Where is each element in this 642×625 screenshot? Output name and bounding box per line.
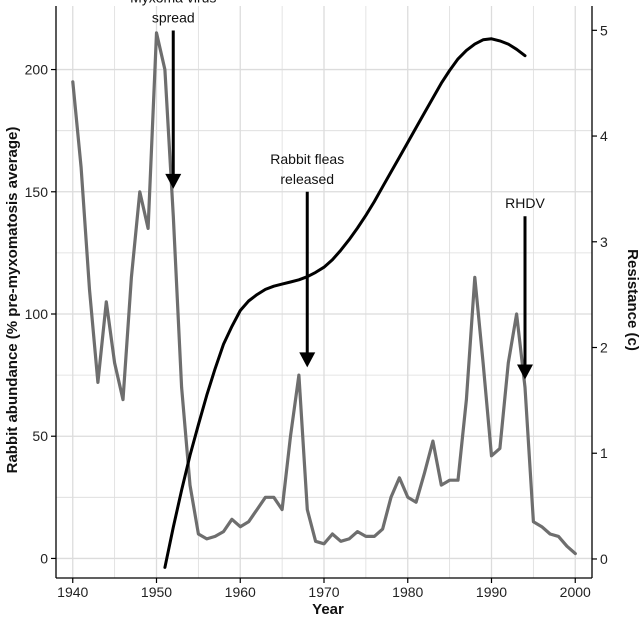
annotation: RHDV: [505, 195, 545, 380]
x-axis-title: Year: [312, 601, 344, 618]
y2-tick-label: 5: [600, 22, 608, 38]
y-tick-label: 100: [25, 306, 49, 322]
abundance-series-line: [71, 31, 577, 556]
series-layer: [71, 31, 577, 569]
annotation-label: Myxoma virus: [130, 0, 216, 5]
annotation: Myxoma virus spread: [130, 0, 216, 189]
y2-tick-label: 3: [600, 234, 608, 250]
y-tick-label: 50: [32, 428, 48, 444]
x-tick-label: 1970: [308, 584, 339, 600]
grid-layer: [56, 6, 592, 578]
y-tick-label: 0: [40, 550, 48, 566]
y-axis-title: Rabbit abundance (% pre-myxomatosis aver…: [4, 127, 21, 474]
x-tick-label: 2000: [560, 584, 591, 600]
annotation: Rabbit fleas released: [270, 151, 344, 368]
x-tick-label: 1960: [225, 584, 256, 600]
y2-tick-label: 0: [600, 551, 608, 567]
x-tick-label: 1950: [141, 584, 172, 600]
resistance-series-line: [163, 37, 527, 569]
annotation-arrowhead: [165, 173, 182, 189]
y2-tick-label: 2: [600, 340, 608, 356]
y2-tick-label: 4: [600, 128, 608, 144]
annotation-label: spread: [152, 9, 195, 25]
y-tick-label: 150: [25, 184, 49, 200]
y-tick-label: 200: [25, 62, 49, 78]
y2-axis-title: Resistance (c): [624, 249, 641, 351]
x-tick-label: 1940: [57, 584, 88, 600]
annotation-label: Rabbit fleas: [270, 151, 344, 167]
annotation-label: RHDV: [505, 195, 545, 211]
x-tick-label: 1980: [392, 584, 423, 600]
annotation-layer: Myxoma virus spread Rabbit fleas released RH…: [130, 0, 545, 380]
annotation-arrowhead: [299, 352, 316, 368]
y2-tick-label: 1: [600, 445, 608, 461]
annotation-arrowhead: [517, 364, 533, 380]
x-tick-label: 1990: [476, 584, 507, 600]
axis-layer: 1940 1950 1960 1970 1980 1990 2000050100150200…: [25, 6, 608, 600]
annotation-label: released: [280, 171, 334, 187]
